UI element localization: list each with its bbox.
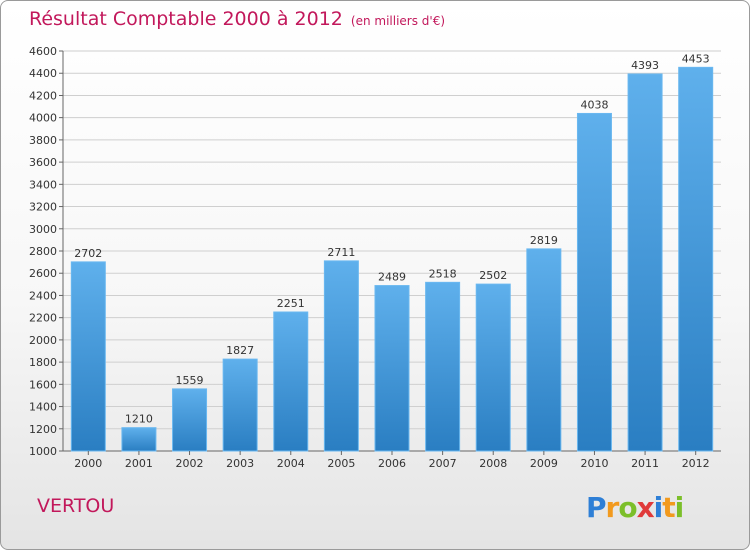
x-tick-label: 2010 (580, 457, 608, 470)
bar-value-label: 4453 (682, 52, 710, 65)
y-tick-label: 3600 (29, 156, 57, 169)
x-tick-label: 2005 (327, 457, 355, 470)
y-tick-label: 2000 (29, 334, 57, 347)
bar-value-label: 2489 (378, 271, 406, 284)
x-tick-label: 2000 (74, 457, 102, 470)
bar-value-label: 2251 (277, 297, 305, 310)
bar-value-label: 2502 (479, 269, 507, 282)
bar-value-label: 1210 (125, 413, 153, 426)
logo-letter: P (586, 491, 607, 524)
bar (273, 311, 309, 452)
y-tick-label: 2800 (29, 245, 57, 258)
logo-letter: t (662, 491, 675, 524)
y-tick-label: 3000 (29, 223, 57, 236)
bar (222, 358, 258, 452)
x-tick-label: 2003 (226, 457, 254, 470)
bar (627, 73, 663, 452)
bar-value-label: 2702 (74, 247, 102, 260)
bar-value-label: 4393 (631, 59, 659, 72)
bar (425, 281, 461, 452)
y-tick-label: 1600 (29, 378, 57, 391)
bar (374, 285, 410, 452)
bar (576, 112, 612, 452)
x-tick-label: 2011 (631, 457, 659, 470)
x-tick-label: 2001 (125, 457, 153, 470)
y-tick-label: 1400 (29, 401, 57, 414)
bar (121, 427, 157, 452)
chart-title-text: Résultat Comptable 2000 à 2012 (29, 8, 343, 30)
chart-title: Résultat Comptable 2000 à 2012 (en millie… (29, 8, 445, 30)
x-tick-label: 2004 (277, 457, 305, 470)
place-name: VERTOU (37, 495, 115, 517)
y-tick-label: 4200 (29, 89, 57, 102)
bar (172, 388, 208, 452)
y-tick-label: 2600 (29, 267, 57, 280)
x-tick-label: 2008 (479, 457, 507, 470)
y-tick-label: 1800 (29, 356, 57, 369)
bar (678, 66, 714, 452)
x-tick-label: 2006 (378, 457, 406, 470)
bar-value-label: 4038 (580, 98, 608, 111)
y-tick-label: 3200 (29, 201, 57, 214)
bar-value-label: 2819 (530, 234, 558, 247)
x-tick-label: 2012 (682, 457, 710, 470)
x-tick-label: 2007 (429, 457, 457, 470)
x-tick-label: 2009 (530, 457, 558, 470)
chart-subtitle: (en milliers d'€) (350, 14, 446, 28)
y-tick-label: 3800 (29, 134, 57, 147)
bar (70, 261, 106, 452)
logo-letter: r (605, 491, 620, 524)
proxiti-logo: Proxiti (586, 491, 685, 524)
y-tick-label: 1000 (29, 445, 57, 458)
y-tick-label: 4400 (29, 67, 57, 80)
y-tick-label: 2200 (29, 312, 57, 325)
logo-letter: o (618, 491, 637, 524)
bar-value-label: 2518 (429, 267, 457, 280)
bar (526, 248, 562, 452)
y-tick-label: 2400 (29, 289, 57, 302)
x-tick-label: 2002 (176, 457, 204, 470)
y-tick-label: 1200 (29, 423, 57, 436)
bar (475, 283, 511, 452)
logo-letter: i (674, 491, 685, 524)
y-tick-label: 4600 (29, 45, 57, 58)
logo-letter: x (636, 491, 655, 524)
bar-value-label: 2711 (327, 246, 355, 259)
bar (323, 260, 359, 452)
bar-value-label: 1559 (176, 374, 204, 387)
logo-letter: i (653, 491, 664, 524)
y-tick-label: 4000 (29, 112, 57, 125)
bar-value-label: 1827 (226, 344, 254, 357)
y-tick-label: 3400 (29, 178, 57, 191)
